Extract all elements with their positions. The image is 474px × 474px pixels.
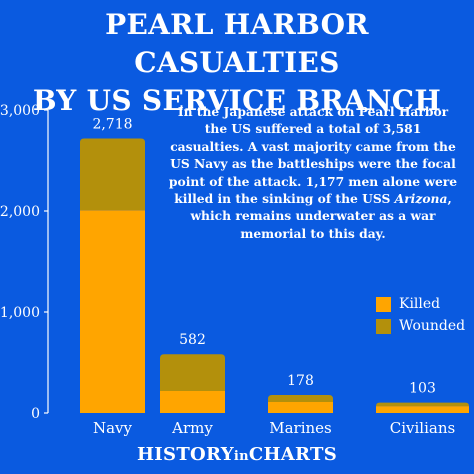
annotation-text-1: In the Japanese attack on Pearl Harbor t… [168, 104, 458, 207]
x-tick-label: Army [171, 419, 213, 437]
x-tick-label: Civilians [390, 419, 455, 437]
bar-wounded-navy [80, 138, 145, 211]
y-tick-label: 0 [31, 406, 40, 422]
bar-wounded-civilians [376, 402, 469, 407]
legend-swatch-wounded [376, 318, 391, 334]
data-label-total: 2,718 [92, 116, 132, 132]
data-label-total: 178 [287, 373, 314, 389]
legend-swatch-killed [376, 296, 391, 312]
brand-part-3: CHARTS [248, 444, 337, 465]
title-line-2: BY US SERVICE BRANCH [32, 84, 442, 117]
data-label-total: 103 [409, 381, 436, 397]
data-label-total: 582 [179, 332, 206, 348]
y-tick-label: 2,000 [0, 204, 40, 220]
annotation-ship-name: Arizona [394, 191, 448, 207]
bar-wounded-marines [268, 395, 333, 402]
bar-killed-marines [268, 401, 333, 413]
brand-part-2: in [233, 449, 249, 464]
legend-item-killed: Killed [376, 293, 465, 315]
legend-item-wounded: Wounded [376, 315, 465, 337]
brand-part-1: HISTORY [137, 444, 234, 465]
bar-wounded-army [160, 354, 225, 391]
x-tick-label: Navy [93, 419, 133, 437]
y-tick-label: 1,000 [0, 305, 40, 321]
bar-killed-civilians [376, 406, 469, 413]
legend: Killed Wounded [376, 293, 465, 337]
x-tick-label: Marines [269, 419, 332, 437]
bar-killed-army [160, 390, 225, 413]
chart-annotation: In the Japanese attack on Pearl Harbor t… [166, 103, 460, 242]
legend-label-wounded: Wounded [399, 318, 466, 334]
bar-killed-navy [80, 210, 145, 413]
brand-footer: HISTORYinCHARTS [0, 444, 474, 465]
annotation-text-2: , which remains underwater as a war memo… [190, 191, 452, 241]
chart-title: PEARL HARBOR CASUALTIES BY US SERVICE BR… [0, 6, 474, 120]
title-line-1: PEARL HARBOR CASUALTIES [105, 8, 369, 79]
y-tick-label: 3,000 [0, 103, 40, 119]
legend-label-killed: Killed [399, 296, 441, 312]
